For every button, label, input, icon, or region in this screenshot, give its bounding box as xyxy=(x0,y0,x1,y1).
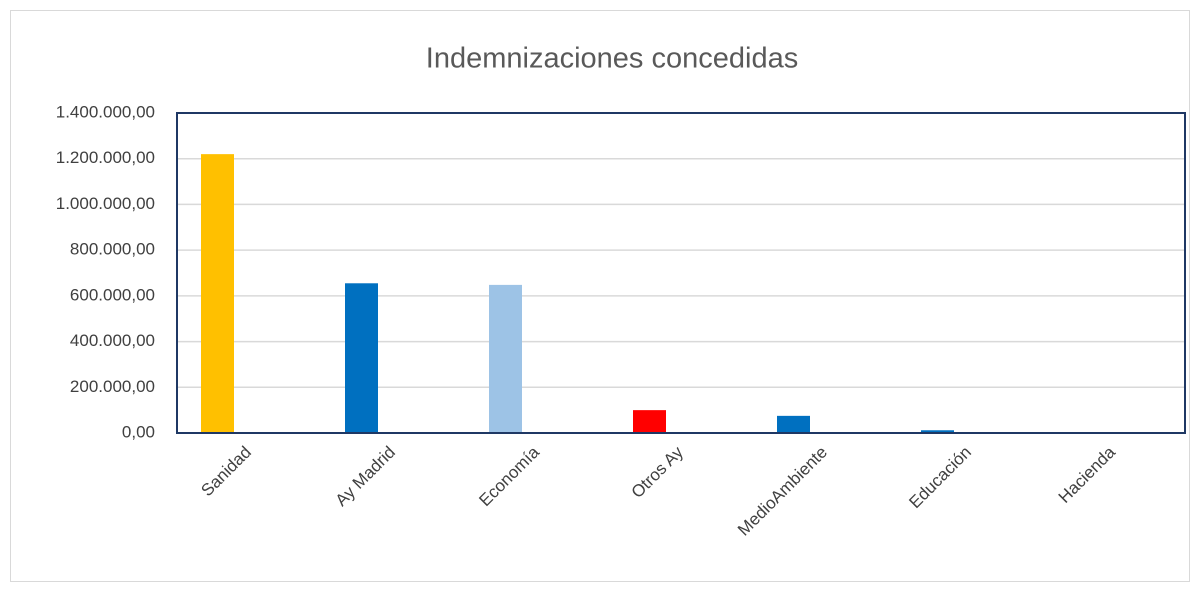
bar xyxy=(921,430,954,433)
y-tick-label: 1.000.000,00 xyxy=(56,194,155,213)
bar xyxy=(201,154,234,433)
y-tick-label: 0,00 xyxy=(122,422,155,441)
bar xyxy=(777,415,810,433)
y-tick-label: 600.000,00 xyxy=(70,285,155,304)
y-tick-label: 800.000,00 xyxy=(70,240,155,259)
y-tick-label: 1.400.000,00 xyxy=(56,102,155,121)
plot-area-border xyxy=(176,112,1186,434)
bar xyxy=(345,283,378,433)
y-tick-label: 1.200.000,00 xyxy=(56,148,155,167)
y-tick-label: 200.000,00 xyxy=(70,377,155,396)
chart-title: Indemnizaciones concedidas xyxy=(426,43,798,75)
bar xyxy=(633,410,666,433)
bar xyxy=(489,284,522,433)
y-tick-label: 400.000,00 xyxy=(70,331,155,350)
